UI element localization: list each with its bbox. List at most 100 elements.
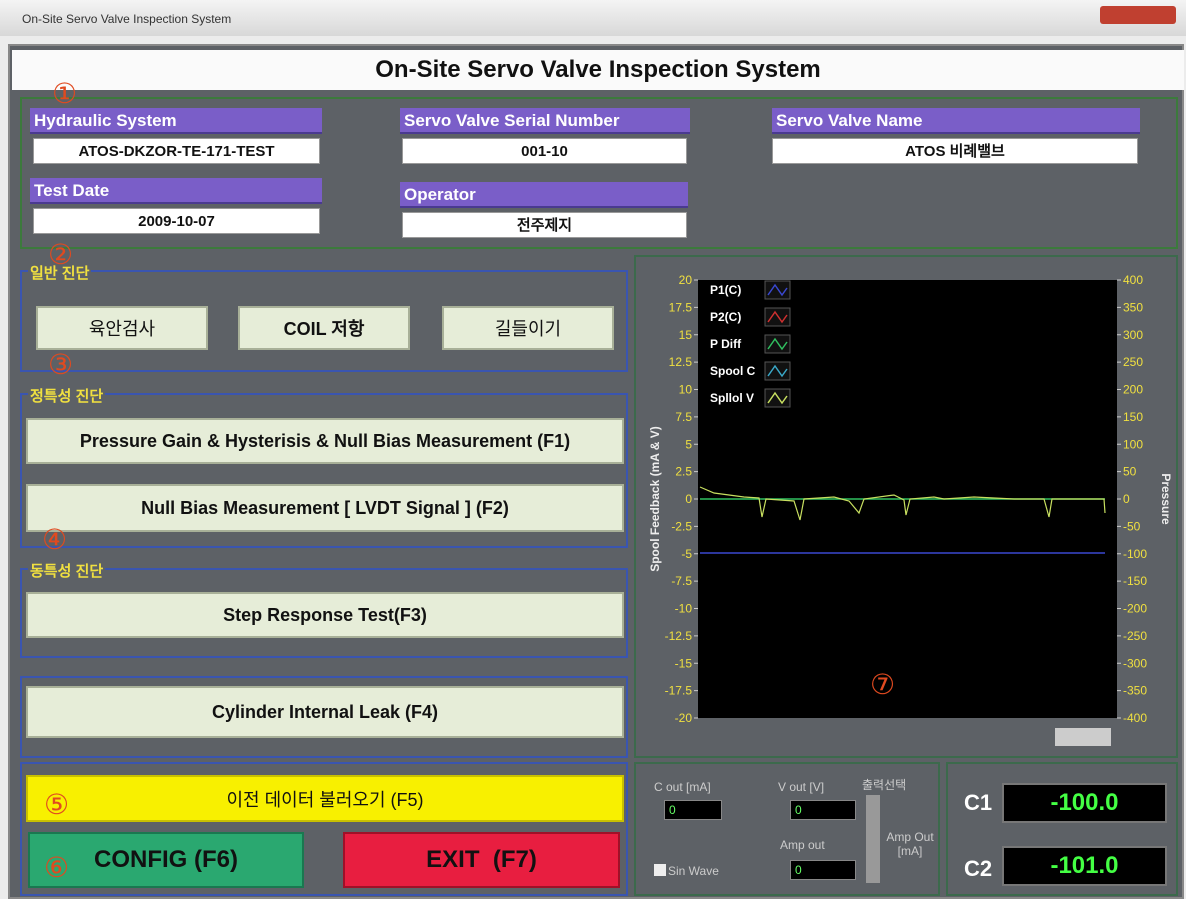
readout-label: C1: [964, 790, 993, 815]
y-tick-label: -7.5: [671, 574, 692, 588]
group-title: 정특성 진단: [28, 385, 106, 406]
y2-tick-label: 100: [1123, 437, 1143, 451]
exit-button[interactable]: EXIT (F7): [343, 832, 620, 888]
y-tick-label: 17.5: [669, 300, 693, 314]
marker: ②: [48, 239, 74, 270]
field-value[interactable]: ATOS 비례밸브: [772, 138, 1138, 164]
button[interactable]: Null Bias Measurement [ LVDT Signal ] (F…: [26, 484, 624, 532]
readout-label: C2: [964, 856, 993, 881]
legend-label: Spllol V: [710, 391, 754, 405]
field-label: Test Date: [30, 178, 322, 204]
header-title: On-Site Servo Valve Inspection System: [12, 50, 1184, 90]
y2-tick-label: 0: [1123, 492, 1130, 506]
y-tick-label: -2.5: [671, 519, 692, 533]
field-label: Hydraulic System: [30, 108, 322, 134]
y2-tick-label: -150: [1123, 574, 1147, 588]
leak-group: [20, 676, 628, 758]
legend-line: [767, 310, 788, 324]
legend-label: Spool C: [710, 364, 756, 378]
slider[interactable]: [866, 795, 880, 883]
y-tick-label: 20: [679, 273, 693, 287]
plot: Spool Feedback (mA & V) Pressure 20 17.5 1…: [648, 273, 1173, 746]
legend-line: [767, 364, 788, 378]
y-axis-label: Spool Feedback (mA & V): [648, 426, 662, 572]
y-tick-label: 12.5: [669, 355, 693, 369]
y-tick-label: -12.5: [665, 629, 693, 643]
marker: ①: [52, 78, 78, 109]
y2-tick-label: -100: [1123, 547, 1147, 561]
legend-label: P2(C): [710, 310, 741, 324]
legend-label: P Diff: [710, 337, 742, 351]
load-button[interactable]: 이전 데이터 불러오기 (F5): [26, 775, 624, 822]
y2-tick-label: 400: [1123, 273, 1143, 287]
y2-tick-label: -200: [1123, 602, 1147, 616]
readout-value: -101.0: [1002, 846, 1167, 886]
zoom-tools[interactable]: [1055, 728, 1111, 746]
legend-label: P1(C): [710, 283, 741, 297]
label: Amp Out [mA]: [886, 830, 934, 858]
numeric-field[interactable]: 0: [790, 860, 856, 880]
config-button[interactable]: CONFIG (F6): [28, 832, 304, 888]
field-value[interactable]: ATOS-DKZOR-TE-171-TEST: [33, 138, 320, 164]
readout-value: -100.0: [1002, 783, 1167, 823]
y-tick-label: 0: [685, 492, 692, 506]
y2-tick-label: -250: [1123, 629, 1147, 643]
y-tick-label: 7.5: [675, 410, 692, 424]
y-tick-label: 15: [679, 328, 693, 342]
y-tick-label: 5: [685, 437, 692, 451]
y2-axis-label: Pressure: [1159, 473, 1173, 525]
y-tick-label: -15: [675, 656, 693, 670]
button[interactable]: COIL 저항: [238, 306, 410, 350]
label: Sin Wave: [668, 864, 719, 878]
button[interactable]: Step Response Test(F3): [26, 592, 624, 638]
button[interactable]: 육안검사: [36, 306, 208, 350]
label: V out [V]: [778, 780, 825, 794]
dynamic-group: [20, 568, 628, 658]
field-label: Servo Valve Serial Number: [400, 108, 690, 134]
legend-line: [767, 283, 788, 297]
marker: ④: [42, 524, 68, 555]
legend-swatch: [764, 388, 791, 408]
y-tick-label: 2.5: [675, 465, 692, 479]
y2-tick-label: 200: [1123, 383, 1143, 397]
legend-swatch: [764, 361, 791, 381]
y-tick-label: -5: [681, 547, 692, 561]
action-group: [20, 762, 628, 896]
field-label: Servo Valve Name: [772, 108, 1140, 134]
button[interactable]: 길들이기: [442, 306, 614, 350]
numeric-field[interactable]: 0: [790, 800, 856, 820]
button[interactable]: Pressure Gain & Hysterisis & Null Bias M…: [26, 418, 624, 464]
field-value[interactable]: 2009-10-07: [33, 208, 320, 234]
label: 출력선택: [862, 778, 907, 792]
y-tick-label: 10: [679, 383, 693, 397]
field-value[interactable]: 001-10: [402, 138, 687, 164]
y-tick-label: -10: [675, 602, 693, 616]
button[interactable]: Cylinder Internal Leak (F4): [26, 686, 624, 738]
y2-tick-label: 250: [1123, 355, 1143, 369]
y2-tick-label: -50: [1123, 519, 1141, 533]
trace: [699, 486, 1106, 521]
plot-panel: [634, 255, 1178, 758]
group-title: 동특성 진단: [28, 560, 106, 581]
checkbox[interactable]: [654, 864, 666, 876]
marker: ⑦: [870, 669, 896, 700]
legend-line: [767, 391, 788, 405]
numeric-field[interactable]: 0: [664, 800, 722, 820]
y2-tick-label: 300: [1123, 328, 1143, 342]
window-controls[interactable]: [1100, 6, 1176, 24]
group-title: 일반 진단: [28, 262, 92, 283]
legend-swatch: [764, 280, 791, 300]
y2-tick-label: 150: [1123, 410, 1143, 424]
legend-swatch: [764, 307, 791, 327]
y2-tick-label: -350: [1123, 684, 1147, 698]
label: Amp out: [780, 838, 825, 852]
field-value[interactable]: 전주제지: [402, 212, 687, 238]
readout-panel: [946, 762, 1178, 896]
field-label: Operator: [400, 182, 688, 208]
info-panel: [20, 97, 1178, 249]
general-group: [20, 270, 628, 372]
legend-line: [767, 337, 788, 351]
static-group: [20, 393, 628, 548]
y-tick-label: -20: [675, 711, 693, 725]
